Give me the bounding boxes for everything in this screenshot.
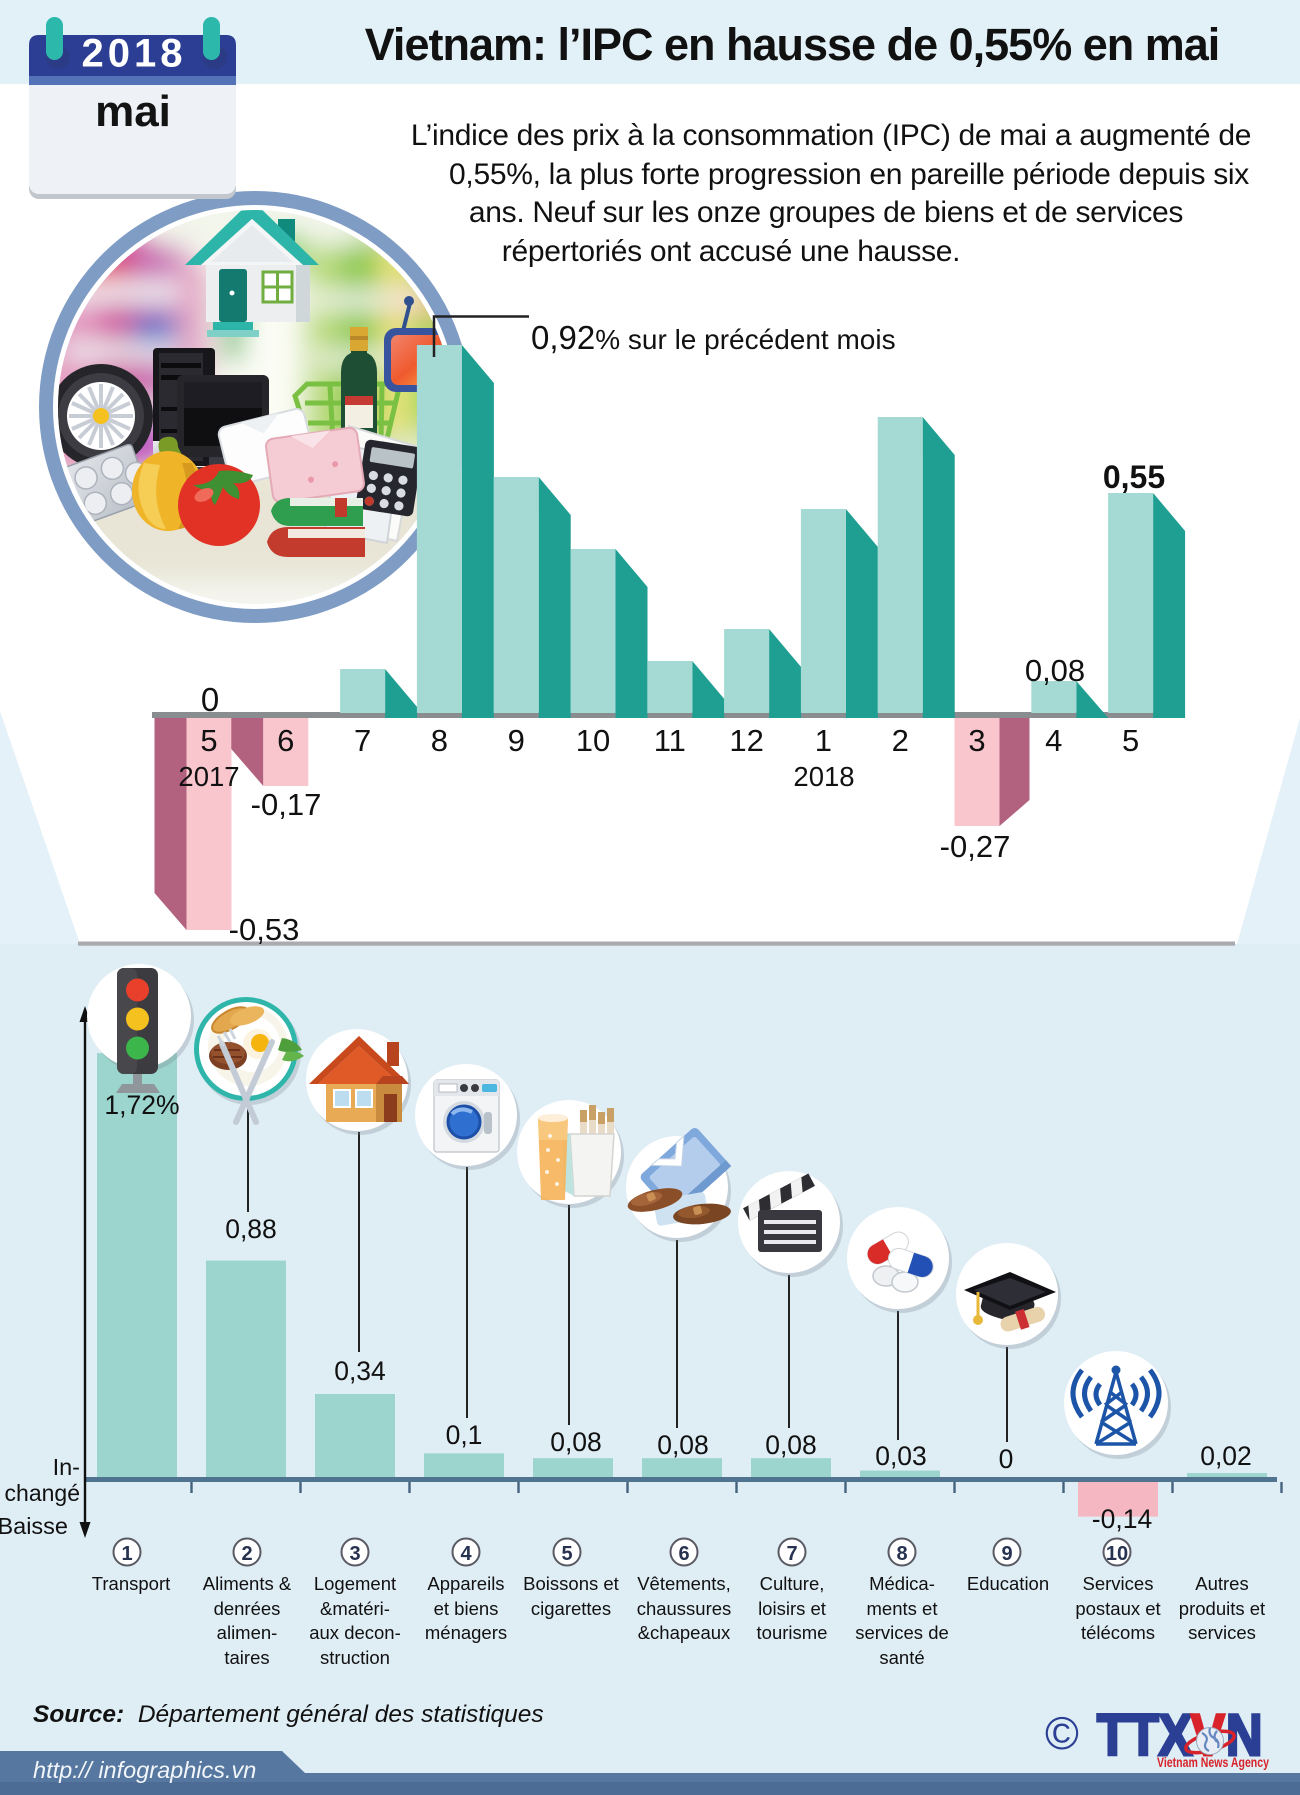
svg-text:5: 5 xyxy=(561,1543,572,1565)
svg-text:10: 10 xyxy=(1106,1543,1128,1565)
svg-text:6: 6 xyxy=(678,1543,689,1565)
svg-text:Vietnam News Agency: Vietnam News Agency xyxy=(1157,1754,1269,1770)
svg-text:TTX: TTX xyxy=(1097,1703,1192,1768)
svg-text:1: 1 xyxy=(121,1543,132,1565)
svg-text:4: 4 xyxy=(460,1543,472,1565)
svg-text:2: 2 xyxy=(241,1543,252,1565)
svg-text:N: N xyxy=(1226,1703,1262,1768)
svg-text:©: © xyxy=(1045,1707,1079,1759)
svg-text:2018: 2018 xyxy=(82,32,187,76)
svg-text:3: 3 xyxy=(349,1543,360,1565)
svg-text:8: 8 xyxy=(896,1543,907,1565)
svg-text:mai: mai xyxy=(95,87,171,136)
svg-text:7: 7 xyxy=(786,1543,797,1565)
svg-text:9: 9 xyxy=(1001,1543,1012,1565)
